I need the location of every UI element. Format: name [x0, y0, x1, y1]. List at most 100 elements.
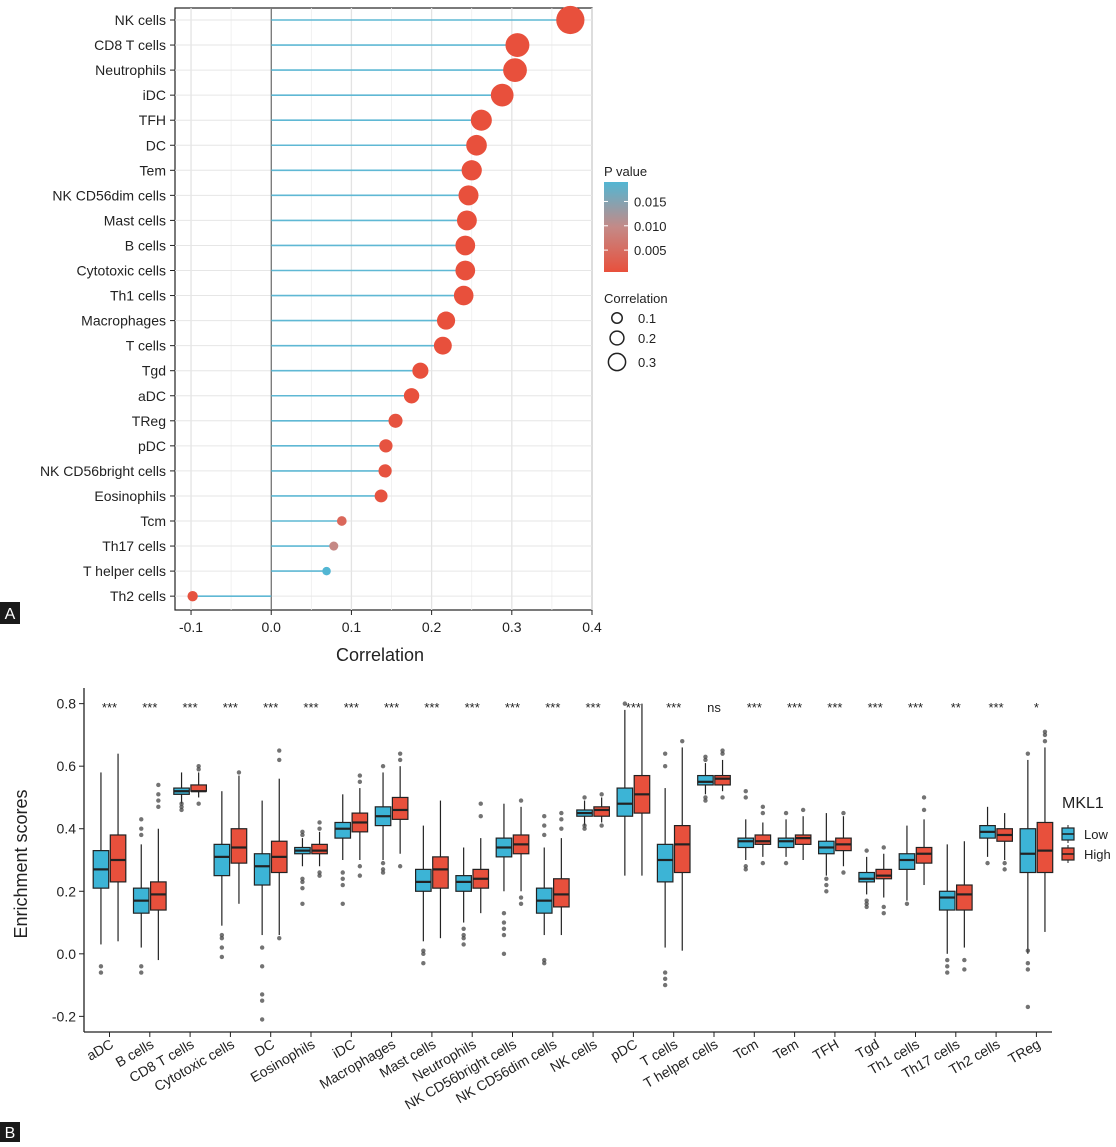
box-low [938, 844, 956, 975]
outlier-point [743, 789, 748, 794]
outlier-point [945, 957, 950, 963]
box-high [230, 770, 248, 904]
category-label-a: Th2 cells [110, 588, 166, 604]
box-iqr [673, 824, 691, 874]
category-label-a: T cells [126, 338, 166, 354]
box-iqr [955, 884, 973, 911]
outlier-point [1025, 751, 1031, 756]
p-legend-label: 0.005 [634, 243, 667, 258]
correlation-size-legend: Correlation 0.1 0.2 0.3 [604, 291, 668, 372]
box-iqr [915, 846, 933, 864]
category-label-a: Th17 cells [102, 538, 166, 554]
box-iqr [616, 787, 634, 817]
category-label-a: TReg [132, 413, 166, 429]
legend-label: High [1084, 847, 1111, 862]
outlier-point [219, 945, 225, 950]
lollipop-dot [456, 210, 477, 231]
category-label-a: B cells [125, 237, 166, 253]
category-label-b: Tcm [731, 1036, 761, 1063]
lollipop-dot [503, 58, 527, 82]
lollipop-dot [187, 590, 198, 602]
box-high [552, 810, 570, 936]
box-plots [92, 701, 1054, 1022]
outlier-point [824, 882, 829, 888]
x-tick-label-a: 0.2 [422, 619, 442, 635]
box-high [794, 807, 812, 860]
outlier-point [139, 970, 144, 975]
lollipop-dot [412, 362, 429, 379]
box-low [294, 829, 311, 906]
size-legend-circle [609, 330, 625, 346]
box-low [213, 791, 231, 960]
outlier-point [196, 801, 201, 806]
y-tick-label-b: 0.4 [57, 821, 77, 837]
outlier-point [357, 864, 363, 869]
significance-label: *** [505, 700, 520, 715]
lollipop-dot [470, 109, 492, 131]
box-high [270, 748, 288, 941]
outlier-point [841, 810, 846, 816]
outlier-point [945, 964, 950, 969]
box-iqr [794, 834, 812, 845]
lollipop-dot [433, 336, 452, 355]
outlier-point [300, 885, 305, 891]
outlier-point [542, 957, 547, 963]
significance-label: *** [747, 700, 762, 715]
outlier-point [559, 826, 564, 831]
box-high [1036, 729, 1054, 932]
box-high [673, 738, 691, 951]
outlier-point [277, 748, 282, 753]
significance-label: *** [263, 700, 278, 715]
box-iqr [334, 821, 352, 839]
significance-label: *** [666, 700, 681, 715]
size-legend-circle [611, 312, 623, 324]
outlier-point [622, 701, 628, 706]
outlier-point [743, 795, 748, 800]
significance-label: ** [951, 700, 961, 715]
outlier-point [864, 904, 869, 910]
outlier-point [881, 845, 886, 850]
outlier-point [824, 889, 829, 894]
significance-label: *** [183, 700, 198, 715]
outlier-point [542, 832, 547, 838]
box-low [576, 795, 593, 831]
y-tick-label-b: 0.0 [57, 946, 77, 962]
box-high [190, 763, 207, 806]
box-low [817, 813, 835, 894]
category-label-a: Macrophages [81, 313, 166, 329]
significance-label: *** [102, 700, 117, 715]
box-iqr [150, 881, 167, 911]
outlier-point [357, 779, 363, 785]
significance-label: *** [626, 700, 641, 715]
outlier-point [720, 795, 725, 800]
significance-label: *** [787, 700, 802, 715]
outlier-point [196, 767, 201, 772]
p-legend-label: 0.010 [634, 219, 667, 234]
outlier-point [340, 882, 345, 888]
box-high [351, 773, 369, 878]
outlier-point [824, 876, 829, 881]
significance-label: *** [384, 700, 399, 715]
category-labels-a: NK cells CD8 T cells Neutrophils iDC TFH DC Te… [40, 12, 175, 604]
category-label-a: Th1 cells [110, 288, 166, 304]
category-label-a: Neutrophils [95, 62, 166, 78]
lollipop-dots [187, 5, 585, 602]
outlier-point [219, 935, 225, 941]
category-label-a: pDC [138, 438, 166, 454]
outlier-point [380, 867, 386, 872]
box-iqr [858, 871, 876, 883]
box-iqr [552, 878, 570, 908]
lollipop-dot [329, 541, 339, 551]
outlier-point [300, 876, 305, 881]
size-legend-circle [607, 352, 627, 372]
outlier-point [864, 898, 869, 903]
outlier-point [720, 751, 725, 756]
outlier-point [98, 964, 104, 969]
category-label-a: Tem [140, 162, 166, 178]
outlier-point [703, 757, 708, 763]
outlier-point [760, 810, 766, 816]
outlier-point [156, 804, 161, 810]
significance-label: ns [707, 700, 721, 715]
category-label-a: CD8 T cells [94, 37, 166, 53]
